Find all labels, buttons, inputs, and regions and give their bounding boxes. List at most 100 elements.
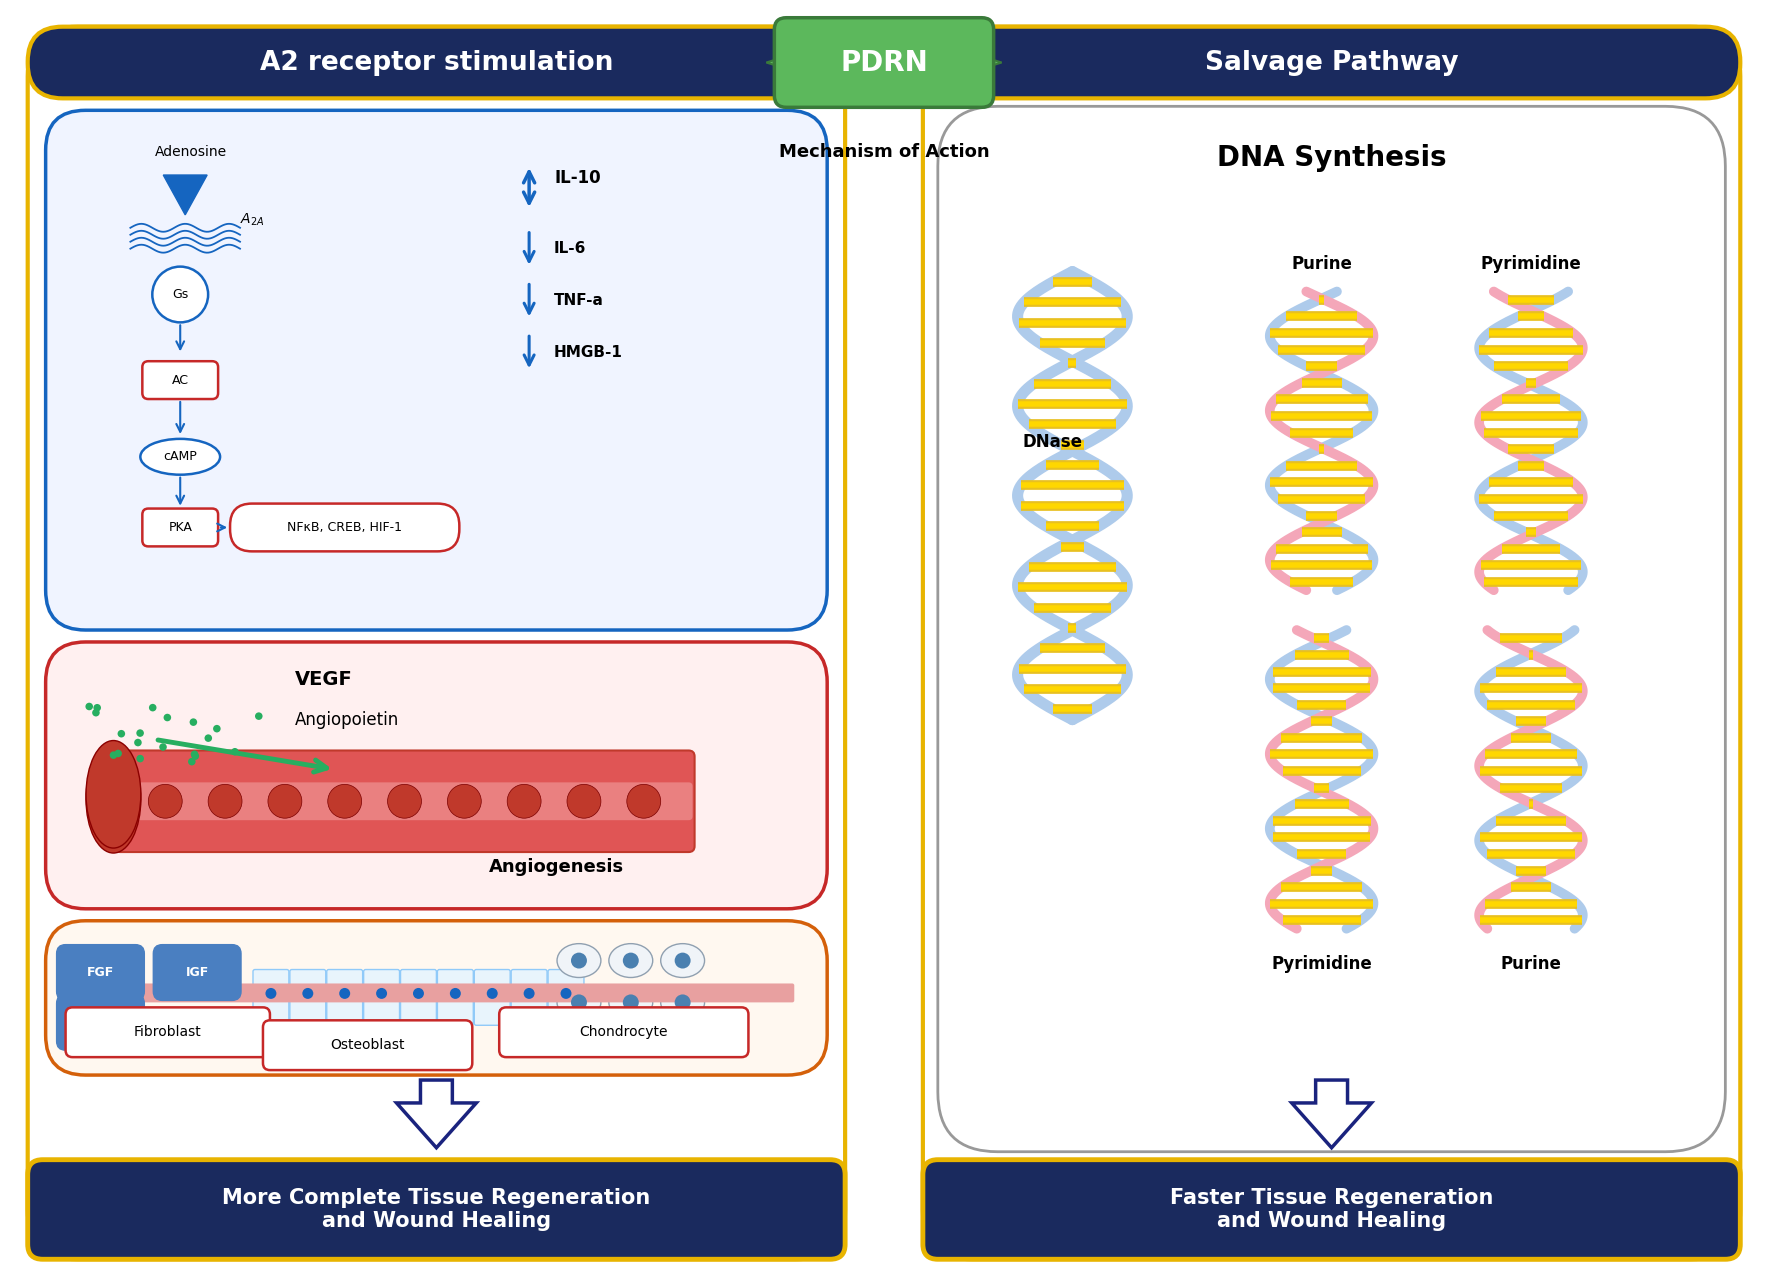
FancyBboxPatch shape xyxy=(548,969,583,1025)
Circle shape xyxy=(110,752,117,759)
FancyBboxPatch shape xyxy=(46,921,827,1076)
FancyBboxPatch shape xyxy=(364,969,400,1025)
Circle shape xyxy=(92,709,99,716)
Circle shape xyxy=(339,988,350,999)
FancyBboxPatch shape xyxy=(937,107,1726,1152)
Text: Salvage Pathway: Salvage Pathway xyxy=(1204,50,1459,75)
FancyBboxPatch shape xyxy=(65,1007,271,1057)
Text: DNA Synthesis: DNA Synthesis xyxy=(1216,144,1446,173)
FancyBboxPatch shape xyxy=(154,945,240,1001)
Text: Osteoblast: Osteoblast xyxy=(331,1038,405,1053)
Circle shape xyxy=(149,704,157,711)
Ellipse shape xyxy=(87,740,141,848)
Circle shape xyxy=(187,758,196,766)
Ellipse shape xyxy=(661,944,705,978)
Circle shape xyxy=(209,785,242,818)
FancyBboxPatch shape xyxy=(143,361,217,399)
FancyBboxPatch shape xyxy=(290,969,325,1025)
Text: More Complete Tissue Regeneration
and Wound Healing: More Complete Tissue Regeneration and Wo… xyxy=(223,1187,651,1231)
FancyBboxPatch shape xyxy=(28,1160,845,1260)
Circle shape xyxy=(232,748,239,756)
Text: IGF: IGF xyxy=(186,966,209,979)
Circle shape xyxy=(164,714,171,721)
Text: Purine: Purine xyxy=(1291,254,1353,273)
Text: IL-6: IL-6 xyxy=(553,241,587,257)
Circle shape xyxy=(191,751,198,758)
Polygon shape xyxy=(880,25,1002,100)
Ellipse shape xyxy=(608,944,652,978)
Ellipse shape xyxy=(87,745,141,853)
FancyBboxPatch shape xyxy=(923,27,1740,98)
FancyBboxPatch shape xyxy=(774,18,994,108)
Text: Purine: Purine xyxy=(1501,955,1561,973)
Circle shape xyxy=(507,785,541,818)
Circle shape xyxy=(191,752,200,759)
Circle shape xyxy=(523,988,534,999)
FancyBboxPatch shape xyxy=(28,27,845,98)
Ellipse shape xyxy=(140,439,219,475)
Circle shape xyxy=(152,267,209,323)
Circle shape xyxy=(302,988,313,999)
Text: Chondrocyte: Chondrocyte xyxy=(580,1025,668,1039)
FancyBboxPatch shape xyxy=(78,983,794,1002)
Circle shape xyxy=(486,988,499,999)
Circle shape xyxy=(85,702,94,710)
FancyBboxPatch shape xyxy=(263,1020,472,1071)
Text: TNF-a: TNF-a xyxy=(553,293,605,307)
Circle shape xyxy=(214,725,221,733)
Circle shape xyxy=(149,785,182,818)
Circle shape xyxy=(265,988,276,999)
FancyBboxPatch shape xyxy=(511,969,546,1025)
Text: VEGF: VEGF xyxy=(295,671,352,690)
FancyBboxPatch shape xyxy=(117,782,693,820)
Text: FGF: FGF xyxy=(87,966,115,979)
FancyBboxPatch shape xyxy=(923,1160,1740,1260)
Circle shape xyxy=(269,785,302,818)
Text: Adenosine: Adenosine xyxy=(156,145,228,159)
Circle shape xyxy=(94,704,101,711)
Circle shape xyxy=(414,988,424,999)
FancyBboxPatch shape xyxy=(401,969,437,1025)
FancyBboxPatch shape xyxy=(499,1007,748,1057)
Circle shape xyxy=(205,734,212,742)
Polygon shape xyxy=(163,175,207,215)
Text: Faster Tissue Regeneration
and Wound Healing: Faster Tissue Regeneration and Wound Hea… xyxy=(1170,1187,1494,1231)
Text: HMGB-1: HMGB-1 xyxy=(553,344,622,359)
Circle shape xyxy=(189,719,198,726)
Text: NFκB, CREB, HIF-1: NFκB, CREB, HIF-1 xyxy=(286,521,401,533)
Circle shape xyxy=(377,988,387,999)
FancyBboxPatch shape xyxy=(143,508,217,546)
Text: Pyrimidine: Pyrimidine xyxy=(1271,955,1372,973)
Circle shape xyxy=(568,785,601,818)
Text: EGF: EGF xyxy=(87,1016,115,1029)
Circle shape xyxy=(117,730,126,738)
Text: $A_{2A}$: $A_{2A}$ xyxy=(240,212,265,229)
FancyBboxPatch shape xyxy=(115,751,695,852)
FancyBboxPatch shape xyxy=(57,994,145,1050)
Text: PDRN: PDRN xyxy=(840,48,928,76)
Text: Pyrimidine: Pyrimidine xyxy=(1480,254,1581,273)
Text: PKA: PKA xyxy=(168,521,193,533)
FancyBboxPatch shape xyxy=(28,27,845,1260)
Text: Angiopoietin: Angiopoietin xyxy=(295,711,400,729)
Text: A2 receptor stimulation: A2 receptor stimulation xyxy=(260,50,613,75)
Ellipse shape xyxy=(557,986,601,1020)
FancyBboxPatch shape xyxy=(253,969,288,1025)
Circle shape xyxy=(387,785,421,818)
FancyBboxPatch shape xyxy=(57,945,145,1001)
Circle shape xyxy=(628,785,661,818)
Text: Mechanism of Action: Mechanism of Action xyxy=(778,144,990,161)
FancyBboxPatch shape xyxy=(327,969,362,1025)
Text: Fibroblast: Fibroblast xyxy=(134,1025,202,1039)
FancyBboxPatch shape xyxy=(923,27,1740,1260)
Ellipse shape xyxy=(557,944,601,978)
Circle shape xyxy=(159,743,166,751)
Circle shape xyxy=(327,785,362,818)
Circle shape xyxy=(675,994,691,1011)
FancyBboxPatch shape xyxy=(474,969,511,1025)
Circle shape xyxy=(136,754,143,762)
Circle shape xyxy=(255,712,263,720)
Circle shape xyxy=(571,994,587,1011)
Polygon shape xyxy=(396,1080,476,1148)
Circle shape xyxy=(136,729,143,737)
